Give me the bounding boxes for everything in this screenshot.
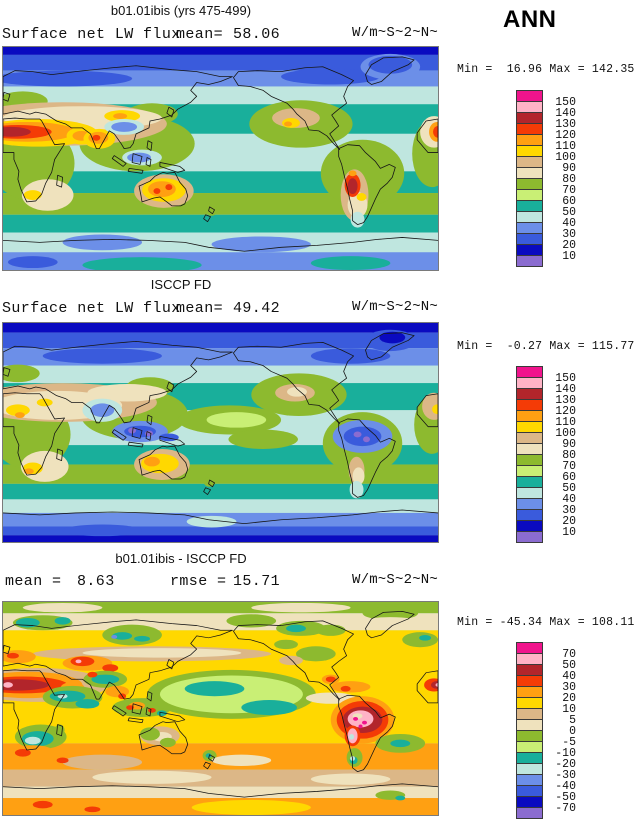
- panel3-mean-label: mean =: [5, 573, 62, 590]
- panel2-mean-value: 49.42: [233, 300, 281, 317]
- map-obs: [2, 322, 439, 543]
- panel1-colorbar-labels: 150 140 130 120 110 100 90 80 70 60 50 40 30 20 10: [555, 96, 576, 263]
- map-model: [2, 46, 439, 271]
- panel1-variable-label: Surface net LW flux: [2, 26, 181, 43]
- map-diff: [2, 601, 439, 816]
- panel2-units: W/m~S~2~N~: [352, 299, 439, 315]
- panel1-title: b01.01ibis (yrs 475-499): [110, 3, 252, 18]
- panel3-colorbar-labels: 70 50 40 30 20 10 5 0 -5 -10 -20 -30 -40 -50 -70: [555, 648, 576, 815]
- panel1-minmax: Min = 16.96 Max = 142.35: [457, 63, 634, 76]
- panel3-mean-value: 8.63: [77, 573, 115, 590]
- panel2-colorbar-labels: 150 140 130 120 110 100 90 80 70 60 50 40 30 20 10: [555, 372, 576, 539]
- panel3-title: b01.01ibis - ISCCP FD: [115, 551, 247, 566]
- season-label: ANN: [503, 6, 557, 33]
- panel1-mean-label: mean=: [176, 26, 224, 43]
- panel1-mean-value: 58.06: [233, 26, 281, 43]
- panel1-colorbar: [516, 90, 543, 267]
- panel3-minmax: Min = -45.34 Max = 108.11: [457, 616, 634, 629]
- panel3-rmse-value: 15.71: [233, 573, 281, 590]
- panel2-mean-label: mean=: [176, 300, 224, 317]
- panel3-colorbar: [516, 642, 543, 819]
- panel1-units: W/m~S~2~N~: [352, 25, 439, 41]
- panel2-title: ISCCP FD: [150, 277, 212, 292]
- panel2-minmax: Min = -0.27 Max = 115.77: [457, 340, 634, 353]
- panel2-variable-label: Surface net LW flux: [2, 300, 181, 317]
- panel3-units: W/m~S~2~N~: [352, 572, 439, 588]
- panel3-rmse-label: rmse =: [170, 573, 227, 590]
- panel2-colorbar: [516, 366, 543, 543]
